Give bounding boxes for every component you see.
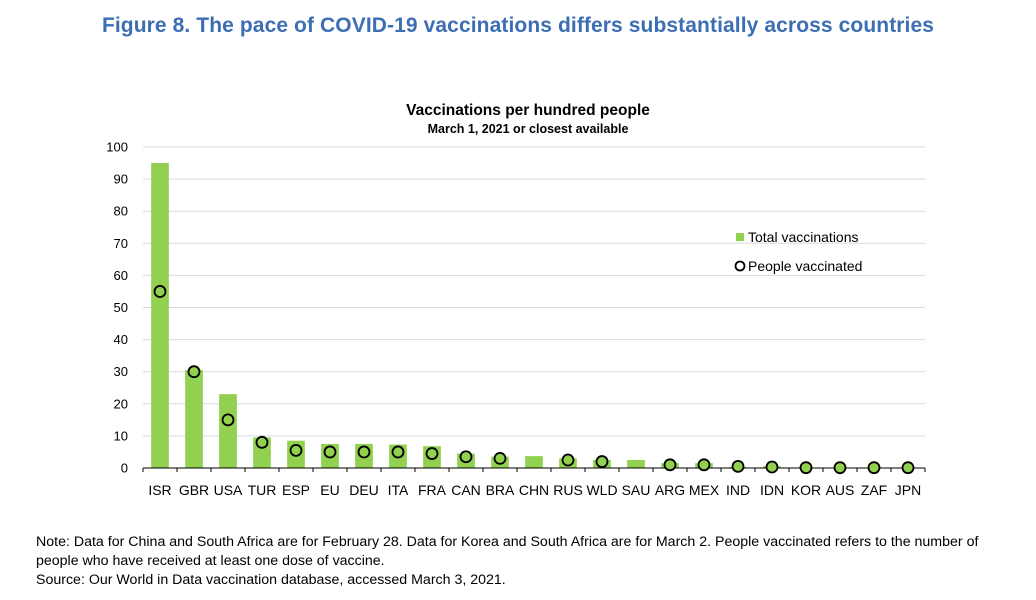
bar-usa xyxy=(219,394,237,468)
marker-esp xyxy=(289,443,303,457)
marker-deu xyxy=(357,445,371,459)
marker-kor xyxy=(799,461,813,475)
y-tick-label: 70 xyxy=(114,236,128,251)
marker-idn xyxy=(765,460,779,474)
y-tick-label: 10 xyxy=(114,428,128,443)
legend-label-total-vaccinations: Total vaccinations xyxy=(748,229,859,245)
marker-wld xyxy=(595,455,609,468)
source-text: Source: Our World in Data vaccination da… xyxy=(36,572,506,588)
axes: 0 10 20 30 40 50 60 70 80 90 100 ISR GBR USA TUR ESP EU D… xyxy=(106,140,926,498)
bar-chn xyxy=(525,456,543,468)
y-tick-label: 30 xyxy=(114,364,128,379)
bars xyxy=(151,163,917,469)
note-text: Note: Data for China and South Africa ar… xyxy=(36,534,979,569)
y-tick-label: 20 xyxy=(114,396,128,411)
marker-rus xyxy=(561,453,575,467)
marker-fra xyxy=(425,447,439,460)
y-tick-label: 0 xyxy=(121,461,128,476)
legend-swatch-total-vaccinations xyxy=(736,233,744,241)
x-tick-label-rus: RUS xyxy=(553,482,583,498)
x-tick-label-esp: ESP xyxy=(282,482,310,498)
chart-subtitle: March 1, 2021 or closest available xyxy=(428,122,629,136)
figure-title: Figure 8. The pace of COVID-19 vaccinati… xyxy=(101,14,935,37)
x-tick-label-ita: ITA xyxy=(388,482,409,498)
marker-can xyxy=(459,450,473,464)
marker-ita xyxy=(391,445,405,459)
x-tick-label-arg: ARG xyxy=(655,482,685,498)
x-tick-label-fra: FRA xyxy=(418,482,447,498)
marker-aus xyxy=(833,461,847,475)
marker-mex xyxy=(697,458,711,472)
x-tick-label-tur: TUR xyxy=(248,482,277,498)
bar-gbr xyxy=(185,370,203,468)
x-tick-label-bra: BRA xyxy=(486,482,515,498)
legend-marker-people-vaccinated xyxy=(734,260,746,272)
bar-chart: Vaccinations per hundred people March 1,… xyxy=(106,102,926,498)
y-tick-label: 60 xyxy=(114,268,128,283)
marker-bra xyxy=(493,451,507,465)
y-tick-label: 50 xyxy=(114,300,128,315)
x-tick-label-idn: IDN xyxy=(760,482,784,498)
x-tick-label-aus: AUS xyxy=(826,482,855,498)
x-tick-label-wld: WLD xyxy=(586,482,617,498)
x-tick-label-can: CAN xyxy=(451,482,481,498)
marker-tur xyxy=(255,435,269,449)
y-tick-label: 40 xyxy=(114,332,128,347)
x-tick-label-zaf: ZAF xyxy=(861,482,887,498)
legend: Total vaccinations People vaccinated xyxy=(734,229,862,274)
marker-jpn xyxy=(901,461,915,475)
notes: Note: Data for China and South Africa ar… xyxy=(36,533,1016,590)
x-tick-label-sau: SAU xyxy=(622,482,651,498)
x-tick-label-mex: MEX xyxy=(689,482,720,498)
x-tick-label-jpn: JPN xyxy=(895,482,921,498)
x-tick-label-isr: ISR xyxy=(148,482,171,498)
x-tick-label-gbr: GBR xyxy=(179,482,209,498)
marker-arg xyxy=(663,458,677,472)
marker-ind xyxy=(731,459,745,473)
markers xyxy=(153,285,915,475)
marker-isr xyxy=(153,285,167,298)
y-tick-label: 90 xyxy=(114,172,128,187)
x-tick-label-chn: CHN xyxy=(519,482,549,498)
marker-zaf xyxy=(867,461,881,475)
bar-sau xyxy=(627,459,645,468)
x-tick-label-deu: DEU xyxy=(349,482,379,498)
marker-gbr xyxy=(187,365,201,379)
marker-usa xyxy=(221,413,235,427)
bar-isr xyxy=(151,163,169,469)
marker-eu xyxy=(323,445,337,459)
gridlines xyxy=(143,146,925,437)
x-tick-label-ind: IND xyxy=(726,482,750,498)
x-tick-label-kor: KOR xyxy=(791,482,821,498)
legend-label-people-vaccinated: People vaccinated xyxy=(748,258,862,274)
x-tick-label-usa: USA xyxy=(214,482,243,498)
chart-title: Vaccinations per hundred people xyxy=(406,102,650,119)
y-tick-label: 100 xyxy=(106,140,128,155)
y-tick-label: 80 xyxy=(114,204,128,219)
x-tick-label-eu: EU xyxy=(320,482,339,498)
